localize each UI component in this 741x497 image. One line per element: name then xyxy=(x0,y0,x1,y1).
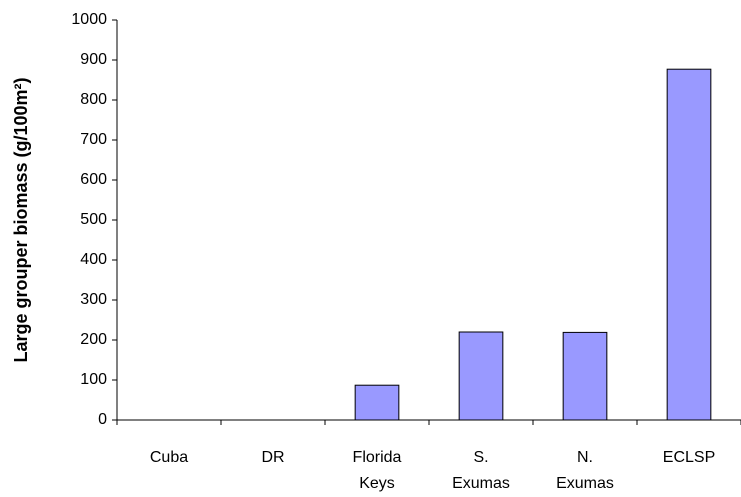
x-tick-label: Florida Keys xyxy=(353,449,402,492)
bar xyxy=(666,68,712,421)
y-tick-label: 1000 xyxy=(71,11,107,28)
y-tick-label: 800 xyxy=(80,91,107,108)
x-tick-label: DR xyxy=(261,449,284,466)
x-tick-label: N. Exumas xyxy=(556,449,614,492)
y-tick-label: 100 xyxy=(80,371,107,388)
x-tick-label: ECLSP xyxy=(663,449,715,466)
x-tick-label: Cuba xyxy=(150,449,188,466)
y-tick-label: 300 xyxy=(80,291,107,308)
y-tick-label: 700 xyxy=(80,131,107,148)
y-tick-label: 600 xyxy=(80,171,107,188)
y-tick-label: 0 xyxy=(98,411,107,428)
y-tick-label: 400 xyxy=(80,251,107,268)
bar xyxy=(354,384,400,421)
bar xyxy=(562,331,608,421)
x-tick-label: S. Exumas xyxy=(452,449,510,492)
y-axis-label: Large grouper biomass (g/100m²) xyxy=(11,77,31,362)
y-tick-label: 900 xyxy=(80,51,107,68)
y-tick-label: 500 xyxy=(80,211,107,228)
y-tick-label: 200 xyxy=(80,331,107,348)
bar xyxy=(458,331,504,421)
